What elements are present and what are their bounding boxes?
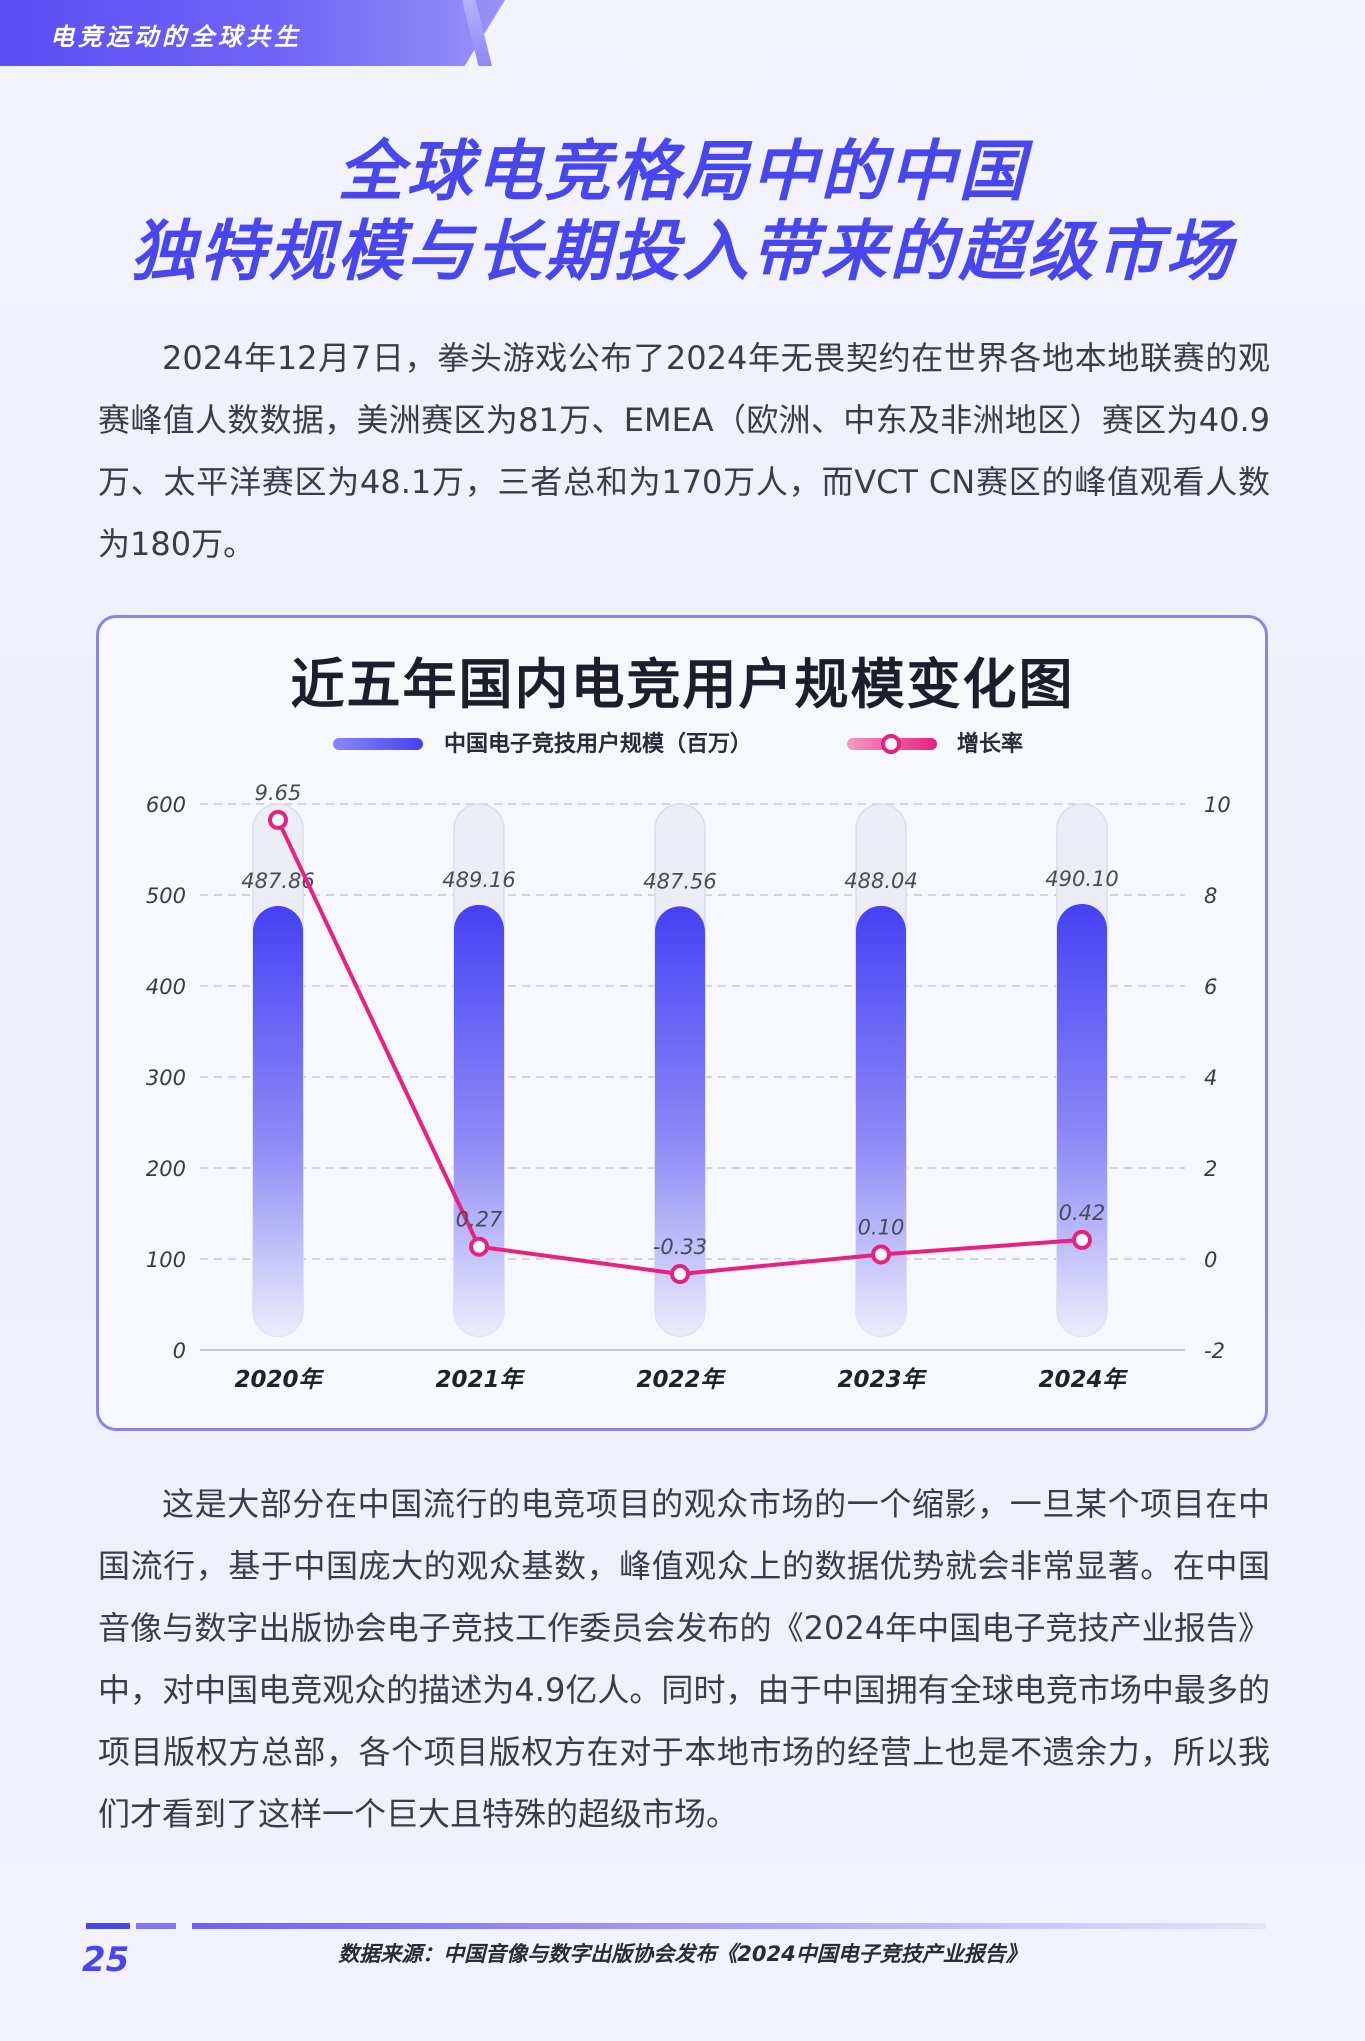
y-axis-right-tick: 8 xyxy=(1204,884,1217,908)
chart-title: 近五年国内电竞用户规模变化图 xyxy=(290,653,1075,716)
body-paragraph: 这是大部分在中国流行的电竞项目的观众市场的一个缩影，一旦某个项目在中国流行，基于… xyxy=(98,1485,1270,1833)
y-axis-left-tick: 600 xyxy=(146,793,186,817)
y-axis-right-tick: -2 xyxy=(1204,1339,1225,1363)
growth-point xyxy=(268,809,288,830)
section-title: 电竞运动的全球共生 xyxy=(50,23,302,51)
x-axis-category: 2023年 xyxy=(837,1367,927,1393)
bar xyxy=(253,906,303,1336)
y-axis-right-tick: 0 xyxy=(1204,1248,1217,1272)
legend-label-users: 中国电子竞技用户规模（百万） xyxy=(444,731,752,757)
y-axis-right-tick: 2 xyxy=(1204,1157,1217,1181)
page-number: 25 xyxy=(82,1940,130,1980)
bar xyxy=(454,904,504,1336)
growth-value-label: 9.65 xyxy=(255,781,302,805)
legend-swatch-users xyxy=(333,738,423,750)
data-source: 数据来源：中国音像与数字出版协会发布《2024中国电子竞技产业报告》 xyxy=(338,1942,1027,1966)
x-axis-category: 2020年 xyxy=(234,1367,324,1393)
y-axis-right-tick: 4 xyxy=(1204,1066,1217,1090)
growth-value-label: 0.42 xyxy=(1059,1201,1106,1225)
x-axis-category: 2022年 xyxy=(636,1367,726,1393)
growth-point xyxy=(871,1244,891,1265)
bar xyxy=(856,905,906,1336)
y-axis-left-tick: 0 xyxy=(173,1339,186,1363)
header-banner xyxy=(0,0,505,66)
y-axis-left-tick: 400 xyxy=(146,975,186,999)
bar-value-label: 488.04 xyxy=(844,869,917,893)
bar xyxy=(655,906,705,1336)
page-title-line2: 独特规模与长期投入带来的超级市场 xyxy=(130,213,1235,290)
growth-value-label: -0.33 xyxy=(653,1235,707,1259)
page-title-line1: 全球电竞格局中的中国 xyxy=(337,133,1028,210)
bar-value-label: 490.10 xyxy=(1045,867,1118,891)
y-axis-right-tick: 6 xyxy=(1204,975,1217,999)
growth-point xyxy=(670,1264,690,1285)
y-axis-left-tick: 200 xyxy=(146,1157,186,1181)
growth-point xyxy=(469,1236,489,1257)
bar xyxy=(1057,904,1107,1336)
y-axis-left-tick: 100 xyxy=(146,1248,186,1272)
y-axis-left-tick: 300 xyxy=(146,1066,186,1090)
y-axis-right-tick: 10 xyxy=(1204,793,1231,817)
bar-value-label: 487.56 xyxy=(643,869,716,893)
growth-point xyxy=(1072,1229,1092,1250)
legend-label-growth: 增长率 xyxy=(957,731,1023,757)
y-axis-left-tick: 500 xyxy=(146,884,186,908)
footer-divider xyxy=(86,1923,1266,1929)
legend-marker-growth xyxy=(881,734,901,754)
intro-paragraph: 2024年12月7日，拳头游戏公布了2024年无畏契约在世界各地本地联赛的观赛峰… xyxy=(98,339,1270,563)
growth-value-label: 0.10 xyxy=(858,1215,905,1239)
bar-value-label: 489.16 xyxy=(442,868,515,892)
x-axis-category: 2024年 xyxy=(1038,1367,1128,1393)
x-axis-category: 2021年 xyxy=(435,1367,525,1393)
growth-value-label: 0.27 xyxy=(456,1208,503,1232)
